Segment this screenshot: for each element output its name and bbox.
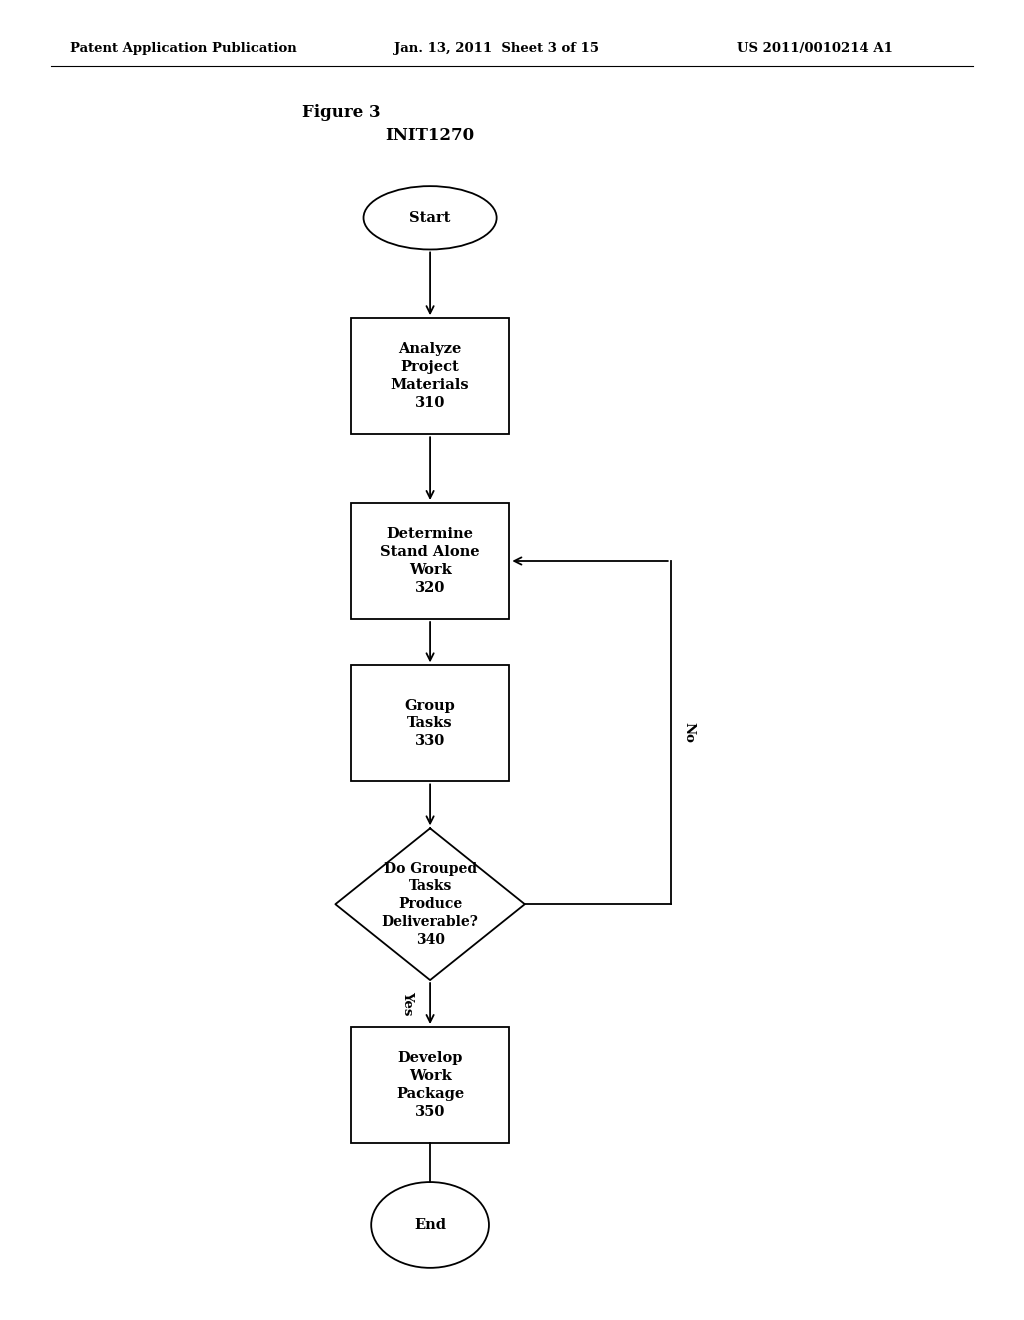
Text: Do Grouped
Tasks
Produce
Deliverable?
340: Do Grouped Tasks Produce Deliverable? 34… xyxy=(382,862,478,946)
Text: End: End xyxy=(414,1218,446,1232)
Text: Determine
Stand Alone
Work
320: Determine Stand Alone Work 320 xyxy=(380,527,480,595)
Text: Patent Application Publication: Patent Application Publication xyxy=(70,42,296,55)
Text: Figure 3: Figure 3 xyxy=(302,104,381,120)
Bar xyxy=(350,318,509,434)
Bar xyxy=(350,665,509,781)
Text: Analyze
Project
Materials
310: Analyze Project Materials 310 xyxy=(391,342,469,411)
Text: INIT1270: INIT1270 xyxy=(385,128,475,144)
Text: Group
Tasks
330: Group Tasks 330 xyxy=(404,698,456,748)
Text: Jan. 13, 2011  Sheet 3 of 15: Jan. 13, 2011 Sheet 3 of 15 xyxy=(394,42,599,55)
Bar xyxy=(350,1027,509,1143)
Text: US 2011/0010214 A1: US 2011/0010214 A1 xyxy=(737,42,893,55)
Text: Yes: Yes xyxy=(401,991,414,1015)
Text: No: No xyxy=(683,722,695,743)
Text: Start: Start xyxy=(410,211,451,224)
Text: Develop
Work
Package
350: Develop Work Package 350 xyxy=(396,1051,464,1119)
Bar xyxy=(350,503,509,619)
